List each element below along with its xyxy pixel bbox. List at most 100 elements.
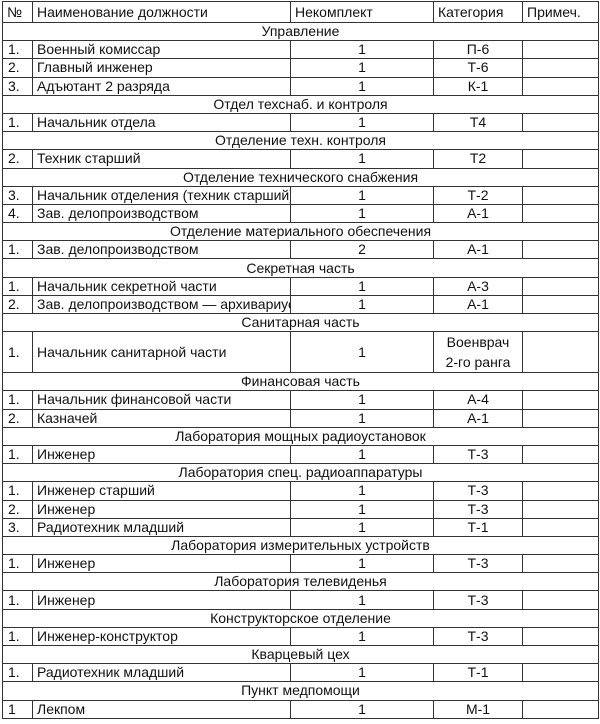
category: Т-1 xyxy=(433,663,523,683)
row-number: 1. xyxy=(2,276,33,296)
section-title: Кварцевый цех xyxy=(2,644,599,665)
category: Т-6 xyxy=(433,58,523,78)
note xyxy=(522,699,599,719)
category: Т-3 xyxy=(433,444,523,465)
table-row: 1. Начальник отдела 1 Т4 xyxy=(2,112,599,133)
note xyxy=(522,203,599,224)
position-name: Начальник финансовой части xyxy=(32,390,291,410)
table-row: 3. Начальник отделения (техник старший) 1 Т… xyxy=(2,185,599,205)
shortage-count: 1 xyxy=(290,58,434,78)
note xyxy=(522,40,599,60)
category: А-4 xyxy=(433,390,523,410)
position-name: Адъютант 2 разряда xyxy=(32,76,291,96)
position-name: Инженер xyxy=(32,444,291,465)
section-header-row: Отделение материального обеспечения xyxy=(2,222,599,242)
section-header-row: Финансовая часть xyxy=(2,372,599,392)
note xyxy=(522,554,599,574)
shortage-count: 1 xyxy=(290,331,434,374)
section-title: Лаборатория телевиденья xyxy=(2,572,599,592)
shortage-count: 1 xyxy=(290,276,434,296)
section-header-row: Санитарная часть xyxy=(2,312,599,333)
shortage-count: 2 xyxy=(290,240,434,260)
position-name: Зав. делопроизводством xyxy=(32,203,291,224)
category-line-1: Военврач xyxy=(446,334,510,351)
row-number: 1. xyxy=(2,444,33,465)
header-category: Категория xyxy=(433,1,523,23)
row-number: 1. xyxy=(2,112,33,133)
table-row: 1. Инженер 1 Т-3 xyxy=(2,554,599,574)
section-header-row: Пункт медпомощи xyxy=(2,681,599,701)
category: Военврач 2-го ранга xyxy=(433,331,523,374)
position-name: Начальник отдела xyxy=(32,112,291,133)
shortage-count: 1 xyxy=(290,294,434,315)
shortage-count: 1 xyxy=(290,203,434,224)
shortage-count: 1 xyxy=(290,76,434,96)
shortage-count: 1 xyxy=(290,185,434,205)
row-number: 4. xyxy=(2,203,33,224)
shortage-count: 1 xyxy=(290,590,434,610)
note xyxy=(522,76,599,96)
section-title: Финансовая часть xyxy=(2,372,599,392)
category: М-1 xyxy=(433,699,523,719)
row-number: 1 xyxy=(2,699,33,719)
position-name: Инженер xyxy=(32,554,291,574)
row-number: 1. xyxy=(2,40,33,60)
section-header-row: Конструкторское отделение xyxy=(2,608,599,628)
position-name: Главный инженер xyxy=(32,58,291,78)
header-number: № xyxy=(2,1,33,23)
position-name: Зав. делопроизводством — архивариус xyxy=(32,294,291,315)
section-title: Санитарная часть xyxy=(2,312,599,333)
row-number: 2. xyxy=(2,408,33,428)
table-row: 1. Инженер 1 Т-3 xyxy=(2,590,599,610)
row-number: 1. xyxy=(2,390,33,410)
position-name: Инженер-конструктор xyxy=(32,626,291,647)
table-row: 1. Начальник секретной части 1 А-3 xyxy=(2,276,599,296)
category: Т4 xyxy=(433,112,523,133)
row-number: 2. xyxy=(2,294,33,315)
table-row: 4. Зав. делопроизводством 1 А-1 xyxy=(2,203,599,224)
shortage-count: 1 xyxy=(290,112,434,133)
shortage-count: 1 xyxy=(290,499,434,519)
section-header-row: Лаборатория телевиденья xyxy=(2,572,599,592)
note xyxy=(522,240,599,260)
section-header-row: Кварцевый цех xyxy=(2,644,599,665)
category: Т-3 xyxy=(433,499,523,519)
category-line-2: 2-го ранга xyxy=(445,354,511,371)
category: Т2 xyxy=(433,149,523,169)
table-row: 3. Адъютант 2 разряда 1 К-1 xyxy=(2,76,599,96)
category: Т-1 xyxy=(433,517,523,537)
section-title: Отделение материального обеспечения xyxy=(2,222,599,242)
category: А-3 xyxy=(433,276,523,296)
table-row: 1. Инженер-конструктор 1 Т-3 xyxy=(2,626,599,647)
row-number: 1. xyxy=(2,481,33,501)
row-number: 1. xyxy=(2,331,33,374)
position-name: Военный комиссар xyxy=(32,40,291,60)
row-number: 1. xyxy=(2,554,33,574)
position-name: Начальник санитарной части xyxy=(32,331,291,374)
section-header-row: Отдел техснаб. и контроля xyxy=(2,94,599,114)
shortage-count: 1 xyxy=(290,663,434,683)
table-row: 1. Военный комиссар 1 П-6 xyxy=(2,40,599,60)
position-name: Начальник секретной части xyxy=(32,276,291,296)
row-number: 3. xyxy=(2,76,33,96)
table-row: 1. Зав. делопроизводством 2 А-1 xyxy=(2,240,599,260)
section-header-row: Лаборатория спец. радиоаппаратуры xyxy=(2,463,599,483)
section-title: Конструкторское отделение xyxy=(2,608,599,628)
row-number: 3. xyxy=(2,185,33,205)
row-number: 3. xyxy=(2,517,33,537)
category: П-6 xyxy=(433,40,523,60)
row-number: 1. xyxy=(2,590,33,610)
position-name: Казначей xyxy=(32,408,291,428)
note xyxy=(522,331,599,374)
note xyxy=(522,112,599,133)
section-header-row: Отделение технического снабжения xyxy=(2,167,599,187)
position-name: Начальник отделения (техник старший) xyxy=(32,185,291,205)
category: А-1 xyxy=(433,294,523,315)
shortage-count: 1 xyxy=(290,408,434,428)
category: Т-3 xyxy=(433,626,523,647)
shortage-count: 1 xyxy=(290,626,434,647)
row-number: 1. xyxy=(2,663,33,683)
section-title: Лаборатория измерительных устройств xyxy=(2,535,599,556)
section-header-row: Лаборатория измерительных устройств xyxy=(2,535,599,556)
header-note: Примеч. xyxy=(522,1,599,23)
